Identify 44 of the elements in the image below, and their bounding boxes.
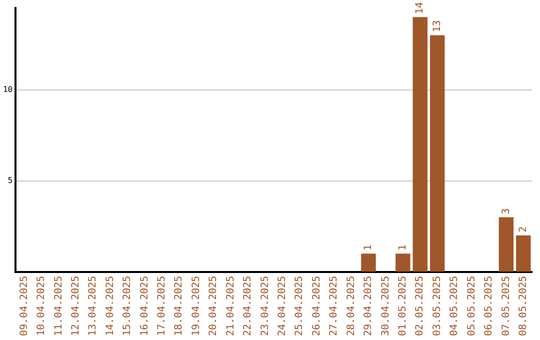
- x-tick-label: 29.04.2025: [363, 276, 374, 336]
- x-tick-label: 14.04.2025: [104, 276, 116, 336]
- x-tick-label: 19.04.2025: [190, 276, 202, 336]
- bar: [430, 35, 445, 272]
- data-label: 14: [414, 2, 426, 14]
- x-tick-label: 12.04.2025: [70, 276, 82, 336]
- x-tick-label: 13.04.2025: [88, 276, 99, 336]
- x-tick-label: 26.04.2025: [311, 276, 322, 336]
- x-tick-label: 21.04.2025: [225, 276, 236, 336]
- x-tick-label: 11.04.2025: [53, 276, 64, 336]
- data-label: 1: [398, 244, 408, 251]
- x-tick-label: 05.05.2025: [466, 276, 478, 336]
- x-tick-label: 17.04.2025: [156, 276, 168, 336]
- bar: [396, 254, 410, 272]
- x-tick-label: 09.04.2025: [18, 276, 30, 336]
- x-tick-label: 23.04.2025: [260, 276, 271, 336]
- bar: [498, 217, 514, 272]
- x-tick-label: 30.04.2025: [380, 276, 392, 336]
- x-tick-label: 18.04.2025: [174, 276, 185, 336]
- x-tick-label: 01.05.2025: [398, 276, 408, 336]
- y-tick-label: 5: [8, 176, 13, 185]
- x-tick-label: 22.04.2025: [242, 276, 254, 336]
- x-tick-label: 15.04.2025: [122, 276, 134, 336]
- data-label: 1: [363, 244, 374, 251]
- x-tick-label: 20.04.2025: [208, 276, 220, 336]
- x-tick-label: 08.05.2025: [518, 276, 529, 336]
- x-tick-label: 27.04.2025: [328, 276, 340, 336]
- bar: [361, 254, 376, 272]
- x-tick-label: 10.04.2025: [36, 276, 48, 336]
- x-tick-label: 28.04.2025: [346, 276, 357, 336]
- x-tick-label: 03.05.2025: [432, 276, 443, 336]
- x-tick-label: 02.05.2025: [414, 276, 426, 336]
- x-tick-label: 24.04.2025: [277, 276, 288, 336]
- x-tick-label: 06.05.2025: [484, 276, 495, 336]
- data-label: 13: [432, 20, 443, 32]
- y-tick-label: 10: [2, 84, 13, 94]
- bar: [412, 17, 428, 272]
- data-label: 3: [500, 208, 512, 214]
- bar: [516, 235, 531, 272]
- x-tick-label: 07.05.2025: [500, 276, 512, 336]
- data-label: 2: [518, 226, 529, 232]
- x-tick-label: 16.04.2025: [139, 276, 150, 336]
- x-tick-label: 25.04.2025: [294, 276, 306, 336]
- x-tick-label: 04.05.2025: [449, 276, 460, 336]
